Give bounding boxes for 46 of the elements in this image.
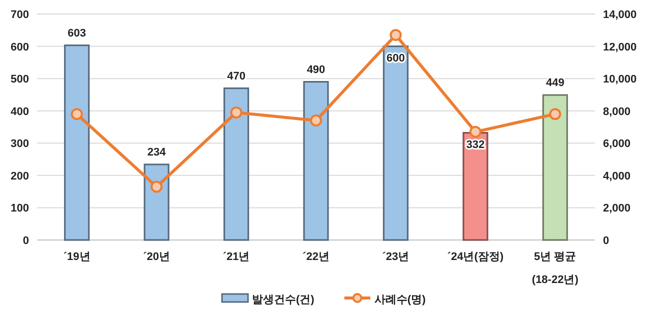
x-tick-label: ´19년	[63, 251, 90, 263]
bar	[303, 81, 329, 241]
bar	[542, 94, 568, 241]
y2-tick-label: 10,000	[603, 74, 637, 86]
y2-tick-label: 14,000	[603, 9, 637, 21]
data-label: 600	[386, 52, 405, 64]
point	[310, 114, 322, 127]
data-label: 234	[147, 146, 167, 158]
y-tick-label: 300	[10, 138, 29, 150]
data-label: 603	[68, 27, 86, 40]
y2-tick-label: 4,000	[603, 170, 631, 182]
y2-tick-label: 12,000	[603, 41, 637, 54]
point	[549, 108, 562, 120]
data-label: 470	[227, 70, 246, 82]
point	[230, 106, 242, 118]
y-tick-label: 700	[10, 9, 29, 21]
y2-tick-label: 6,000	[603, 138, 631, 150]
y-tick-label: 0	[22, 235, 29, 247]
x-tick-label: 5년 평균 (18-22년)	[532, 251, 579, 286]
point	[390, 28, 402, 41]
point	[150, 180, 163, 193]
y-tick-label: 200	[10, 170, 29, 182]
x-tick-label: ´21년	[222, 251, 250, 263]
point	[469, 126, 482, 138]
bar	[462, 132, 488, 241]
legend-label: 발생건수(건)	[252, 294, 315, 306]
legend-label: 사례수(명)	[374, 294, 426, 306]
bar	[223, 87, 250, 241]
y2-tick-label: 8,000	[603, 106, 631, 118]
bar	[64, 44, 90, 241]
data-label: 449	[546, 77, 564, 90]
data-label: 332	[466, 138, 485, 151]
x-tick-label: ´22년	[302, 251, 330, 263]
point	[70, 108, 83, 120]
data-label: 490	[306, 64, 326, 76]
y-tick-label: 100	[10, 202, 29, 215]
x-tick-label: ´24년(잠정)	[447, 251, 504, 263]
y-tick-label: 500	[10, 74, 29, 86]
x-tick-label: ´23년	[382, 251, 410, 263]
bar	[382, 45, 409, 241]
y-tick-label: 600	[10, 41, 29, 54]
y2-tick-label: 0	[603, 235, 610, 247]
bar	[144, 164, 170, 241]
y-tick-label: 400	[10, 106, 29, 118]
y2-tick-label: 2,000	[603, 202, 631, 215]
x-tick-label: ´20년	[143, 251, 170, 263]
